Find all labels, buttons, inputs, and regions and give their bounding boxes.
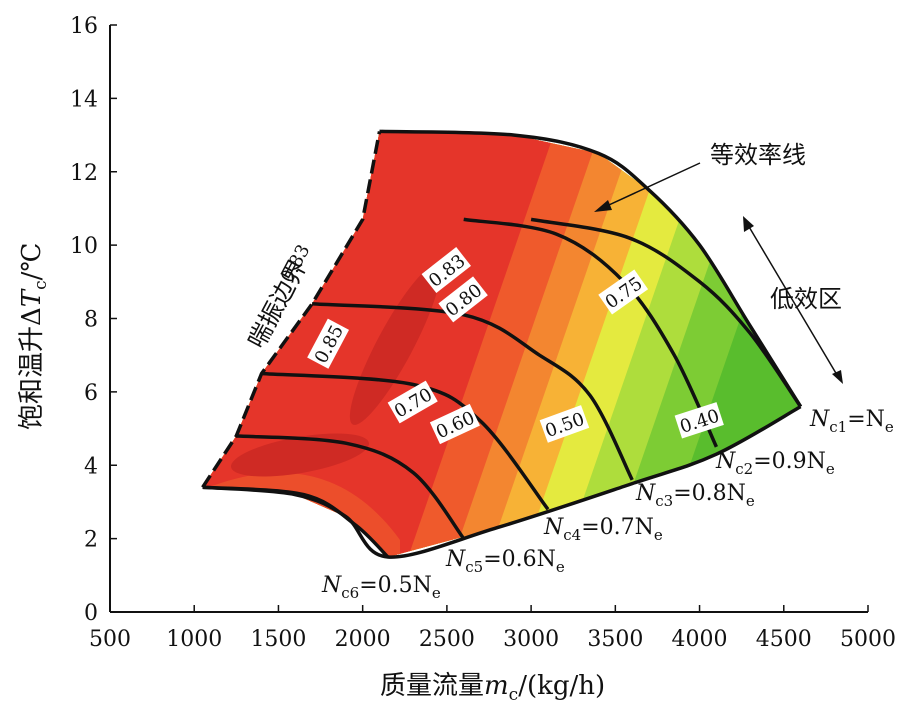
x-axis-title: 质量流量mc/(kg/h) bbox=[380, 671, 605, 705]
speed-line-6 bbox=[202, 485, 390, 559]
y-tick-label: 12 bbox=[70, 161, 98, 186]
x-tick-label: 1000 bbox=[166, 627, 222, 652]
contour-label-box bbox=[674, 402, 724, 439]
iso-efficiency-arrow bbox=[597, 162, 701, 211]
speed-line-label-3: Nc3=0.8Ne bbox=[635, 481, 755, 510]
x-tick-label: 4500 bbox=[756, 627, 812, 652]
iso-efficiency-arrowhead bbox=[594, 200, 612, 212]
contour-label-box bbox=[387, 380, 438, 424]
iso-efficiency-label: 等效率线 bbox=[710, 141, 806, 169]
speed-line-5 bbox=[236, 434, 466, 540]
y-tick-label: 14 bbox=[70, 87, 98, 112]
y-tick-label: 0 bbox=[84, 601, 98, 626]
contour-label-box bbox=[429, 403, 480, 445]
watermark: 知乎 @迈源MVR蒸发器 bbox=[618, 678, 829, 702]
speed-line-1 bbox=[530, 217, 803, 408]
y-tick-label: 8 bbox=[84, 308, 98, 333]
x-tick-label: 1500 bbox=[250, 627, 306, 652]
x-tick-label: 5000 bbox=[840, 627, 896, 652]
y-tick-label: 2 bbox=[84, 528, 98, 553]
x-tick-label: 3500 bbox=[587, 627, 643, 652]
low-efficiency-bracket bbox=[744, 219, 841, 381]
low-efficiency-label: 低效区 bbox=[770, 285, 842, 313]
peak-efficiency-island bbox=[349, 265, 441, 425]
x-tick-label: 4000 bbox=[672, 627, 728, 652]
surge-boundary-line bbox=[201, 131, 382, 489]
contour-label-box bbox=[438, 276, 488, 323]
efficiency-band-lower bbox=[202, 472, 400, 557]
x-tick-label: 3000 bbox=[503, 627, 559, 652]
contour-label-box bbox=[307, 318, 350, 369]
contour-label-box bbox=[539, 405, 590, 443]
speed-line-label-4: Nc4=0.7Ne bbox=[543, 515, 663, 544]
x-tick-label: 500 bbox=[89, 627, 131, 652]
x-tick-label: 2500 bbox=[419, 627, 475, 652]
y-tick-label: 4 bbox=[84, 454, 98, 479]
speed-lines bbox=[202, 217, 803, 559]
y-tick-label: 6 bbox=[84, 381, 98, 406]
speed-line-3 bbox=[311, 302, 634, 481]
speed-line-label-5: Nc5=0.6Ne bbox=[445, 547, 565, 576]
x-tick-label: 2000 bbox=[335, 627, 391, 652]
map-outline bbox=[202, 129, 803, 559]
contour-label-box bbox=[598, 269, 649, 315]
axis-ticks: 500 1000 1500 2000 2500 3000 3500 4000 4500 5000 0… bbox=[70, 14, 896, 652]
peak-efficiency-island-lower bbox=[230, 433, 370, 477]
speed-line-label-1: Nc1=Ne bbox=[809, 407, 894, 436]
speed-line-label-2: Nc2=0.9Ne bbox=[715, 449, 835, 478]
efficiency-band-083 bbox=[202, 131, 600, 557]
contour-label-box bbox=[273, 237, 316, 289]
contour-label-box bbox=[421, 247, 471, 294]
speed-line-4 bbox=[261, 371, 550, 511]
y-axis-title: 饱和温升ΔTc/℃ bbox=[17, 242, 51, 430]
low-efficiency-arrowhead-bottom bbox=[832, 370, 843, 384]
speed-line-label-6: Nc6=0.5Ne bbox=[321, 573, 441, 602]
low-efficiency-arrowhead-top bbox=[743, 216, 754, 232]
y-tick-label: 16 bbox=[70, 14, 98, 39]
speed-line-labels: Nc1=Ne Nc2=0.9Ne Nc3=0.8Ne Nc4=0.7Ne Nc5=0.6… bbox=[321, 407, 894, 602]
y-tick-label: 10 bbox=[70, 234, 98, 259]
